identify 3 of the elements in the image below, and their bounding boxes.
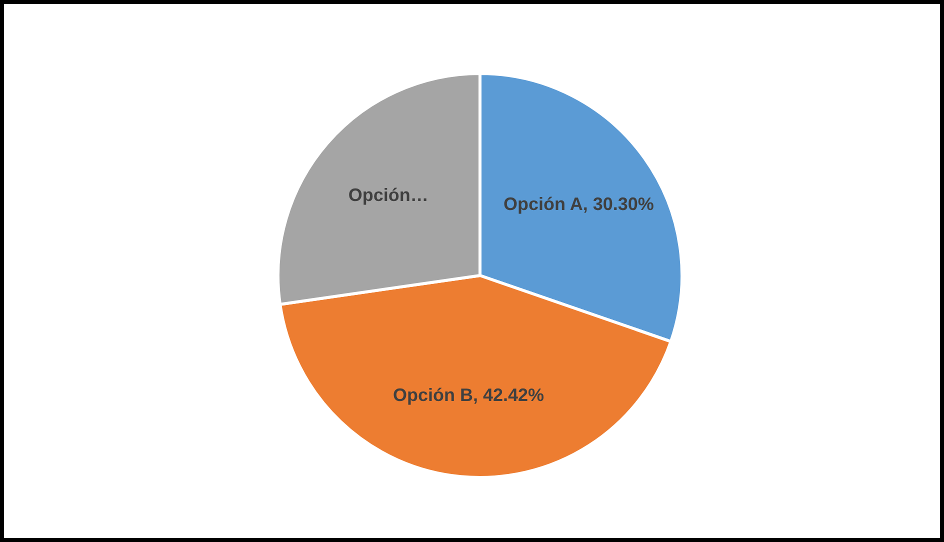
slice-label: Opción A, 30.30% [504,194,654,214]
slice-label: Opción… [348,185,428,206]
slice-label: Opción B, 42.42% [392,385,544,406]
